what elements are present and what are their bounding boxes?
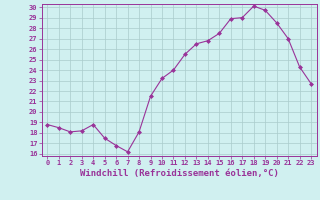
X-axis label: Windchill (Refroidissement éolien,°C): Windchill (Refroidissement éolien,°C) [80, 169, 279, 178]
